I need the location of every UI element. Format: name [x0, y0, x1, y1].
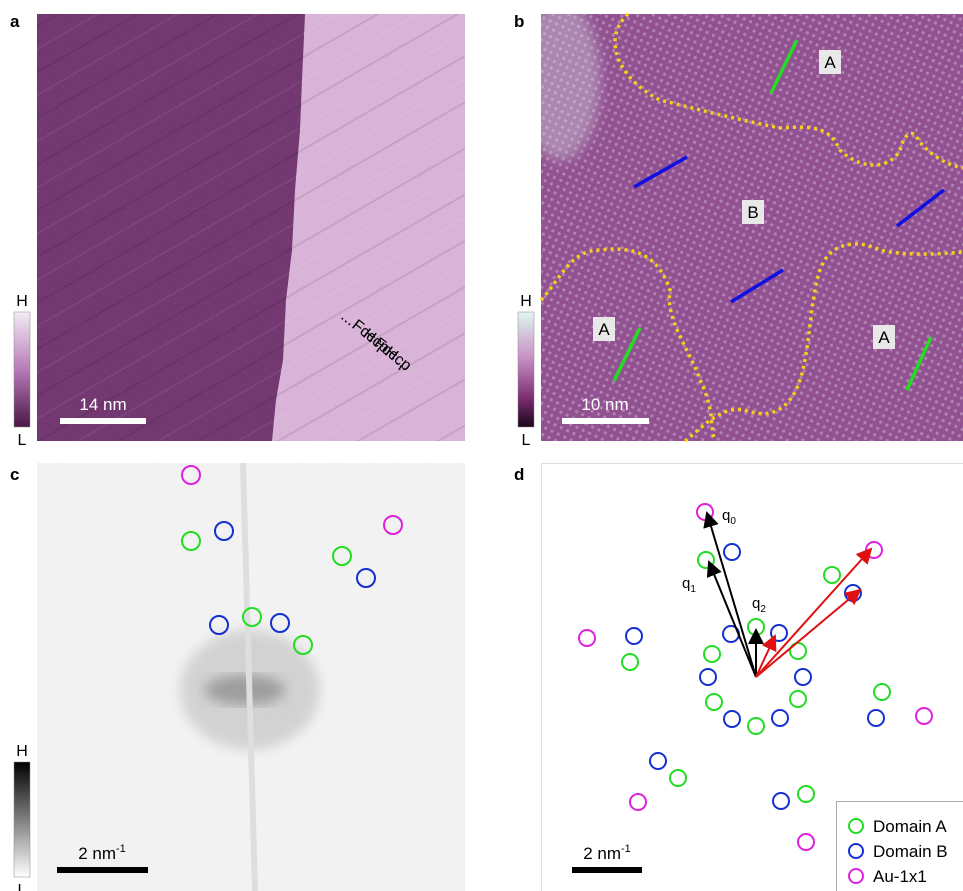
colorbar-low: L: [18, 432, 27, 449]
colorbar: [518, 312, 534, 427]
texture: [37, 14, 465, 441]
panel-label: d: [514, 465, 524, 484]
legend-label: Domain A: [873, 817, 947, 836]
domain-label: A: [598, 320, 610, 339]
colorbar-low: L: [522, 432, 531, 449]
panel-label: a: [10, 12, 20, 31]
scale-bar: [562, 418, 649, 424]
scale-bar: [572, 867, 642, 873]
domain-label: A: [878, 328, 890, 347]
domain-label: B: [747, 203, 758, 222]
domain-label: A: [824, 53, 836, 72]
figure: a H L 14 nm ...FccHcpFccHcp... A B A A b: [0, 0, 963, 891]
scale-bar-label: 10 nm: [581, 395, 628, 414]
colorbar-high: H: [16, 743, 28, 760]
legend-label: Domain B: [873, 842, 948, 861]
panel-label: b: [514, 12, 524, 31]
colorbar: [14, 762, 30, 877]
panel-c: c H L 2 nm-1: [10, 463, 465, 891]
colorbar-high: H: [520, 293, 532, 310]
panel-label: c: [10, 465, 19, 484]
colorbar-high: H: [16, 293, 28, 310]
scale-bar: [57, 867, 148, 873]
scale-bar-label: 14 nm: [79, 395, 126, 414]
colorbar-low: L: [18, 882, 27, 891]
texture: [541, 14, 963, 441]
panel-a: a H L 14 nm ...FccHcpFccHcp...: [10, 12, 465, 449]
legend-label: Au-1x1: [873, 867, 927, 886]
panel-b: A B A A b H L 10 nm: [514, 0, 963, 449]
colorbar: [14, 312, 30, 427]
scale-bar: [60, 418, 146, 424]
